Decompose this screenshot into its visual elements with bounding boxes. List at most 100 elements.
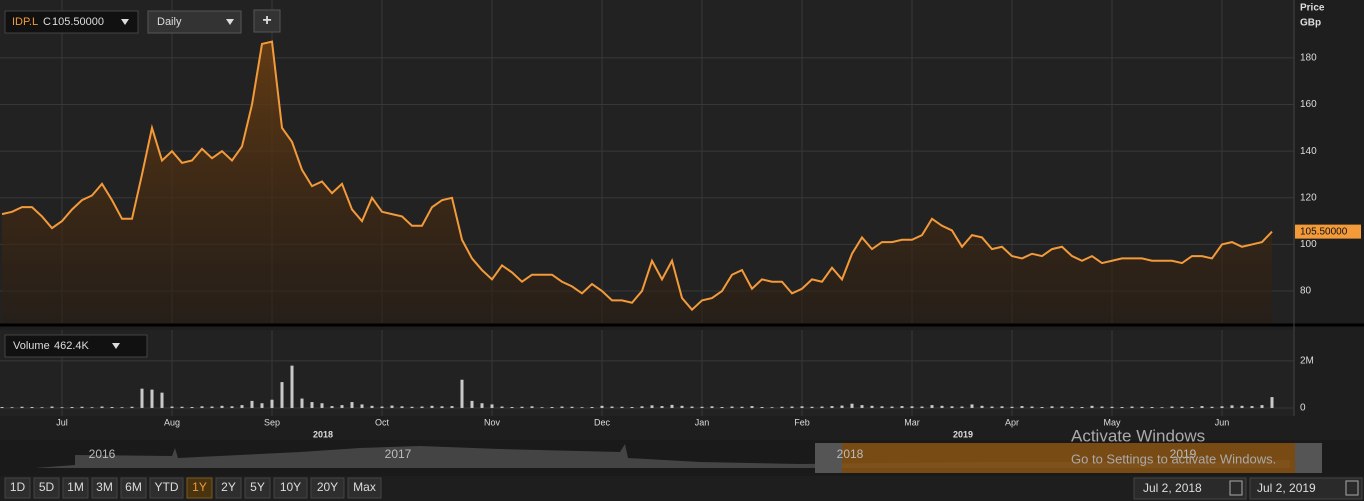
range-button[interactable]: [310, 477, 345, 499]
range-button[interactable]: [149, 477, 184, 499]
volume-bar: [1000, 406, 1004, 408]
volume-bar: [410, 406, 414, 408]
volume-bar: [290, 365, 294, 408]
volume-bar: [310, 402, 314, 408]
range-button-label: YTD: [155, 480, 179, 494]
navigator-year: 2016: [89, 447, 116, 461]
range-button[interactable]: [62, 477, 89, 499]
range-button[interactable]: [347, 477, 382, 499]
range-button[interactable]: [91, 477, 118, 499]
volume-bar: [930, 405, 934, 408]
volume-bar: [140, 388, 144, 408]
volume-bar: [250, 400, 254, 408]
year-label: 2018: [313, 429, 333, 439]
volume-bar: [180, 406, 184, 408]
navigator-handle[interactable]: [1295, 443, 1322, 473]
volume-bar: [380, 406, 384, 408]
y-tick-label: 80: [1300, 286, 1312, 297]
volume-bar: [690, 406, 694, 408]
volume-bar: [570, 406, 574, 408]
range-button-label: 20Y: [317, 480, 338, 494]
watermark-text: Go to Settings to activate Windows.: [1071, 451, 1276, 466]
x-tick-label: Aug: [164, 417, 180, 427]
volume-bar: [910, 406, 914, 408]
range-button[interactable]: [186, 477, 213, 499]
volume-bar: [160, 392, 164, 408]
volume-bar: [1250, 406, 1254, 408]
symbol-box[interactable]: [4, 10, 139, 34]
volume-bar: [60, 407, 64, 408]
y-tick-label: 0: [1300, 403, 1306, 414]
volume-bar: [1090, 405, 1094, 408]
volume-bar: [1170, 406, 1174, 408]
volume-bar: [710, 406, 714, 408]
navigator-handle[interactable]: [815, 443, 842, 473]
volume-bar: [1050, 406, 1054, 408]
add-button[interactable]: [253, 9, 281, 33]
range-button[interactable]: [33, 477, 60, 499]
volume-bar: [790, 406, 794, 408]
volume-title: Volume: [13, 340, 50, 352]
range-button[interactable]: [120, 477, 147, 499]
volume-bar: [1070, 406, 1074, 408]
dropdown-arrow: [226, 19, 234, 25]
volume-bar: [10, 407, 14, 408]
volume-bar: [880, 406, 884, 408]
volume-bar: [330, 406, 334, 408]
calendar-icon[interactable]: [1345, 480, 1359, 496]
volume-bar: [1260, 405, 1264, 408]
volume-bar: [1110, 406, 1114, 408]
volume-bar: [100, 406, 104, 408]
volume-bar: [240, 405, 244, 408]
price-axis-unit: GBp: [1300, 18, 1321, 29]
symbol: IDP.L: [12, 16, 38, 28]
volume-bar: [300, 398, 304, 408]
navigator-year: 2019: [1170, 447, 1197, 461]
navigator-selection[interactable]: [815, 443, 1322, 473]
volume-box[interactable]: [4, 334, 148, 358]
range-button[interactable]: [273, 477, 308, 499]
volume-bar: [70, 407, 74, 408]
price-line: [1, 40, 1273, 312]
volume-bar: [1010, 406, 1014, 408]
x-tick-label: Jun: [1215, 417, 1230, 427]
volume-bar: [450, 406, 454, 408]
volume-bar: [30, 407, 34, 408]
x-tick-label: Mar: [904, 417, 920, 427]
date-to-box[interactable]: [1249, 477, 1363, 500]
volume-bar: [650, 405, 654, 408]
volume-bar: [280, 382, 284, 408]
last-value-box: [1295, 224, 1361, 239]
volume-bar: [1220, 406, 1224, 408]
volume-bar: [220, 405, 224, 408]
range-button-label: 1M: [67, 480, 84, 494]
volume-bar: [950, 406, 954, 408]
volume-bar: [1130, 406, 1134, 408]
range-button[interactable]: [4, 477, 31, 499]
dropdown-arrow: [121, 19, 129, 25]
volume-bar: [90, 407, 94, 408]
volume-bar: [820, 406, 824, 408]
date-from-box[interactable]: [1133, 477, 1247, 500]
dropdown-arrow: [112, 343, 120, 349]
range-button-label: 1D: [10, 480, 26, 494]
volume-bar: [1160, 407, 1164, 408]
watermark-title: Activate Windows: [1071, 426, 1205, 445]
volume-bar: [480, 403, 484, 408]
volume-bar: [360, 404, 364, 408]
range-button[interactable]: [244, 477, 271, 499]
volume-bar: [520, 406, 524, 408]
calendar-icon[interactable]: [1229, 480, 1243, 496]
volume-bar: [810, 406, 814, 408]
range-button[interactable]: [215, 477, 242, 499]
close-value: 105.50000: [52, 16, 104, 28]
volume-bar: [1020, 406, 1024, 408]
close-prefix: C: [43, 16, 51, 28]
volume-bar: [1120, 407, 1124, 408]
x-tick-label: Sep: [264, 417, 280, 427]
volume-bar: [660, 406, 664, 408]
interval-box[interactable]: [147, 10, 242, 34]
volume-bar: [200, 406, 204, 408]
navigator-year: 2017: [385, 447, 412, 461]
volume-bar: [260, 403, 264, 408]
